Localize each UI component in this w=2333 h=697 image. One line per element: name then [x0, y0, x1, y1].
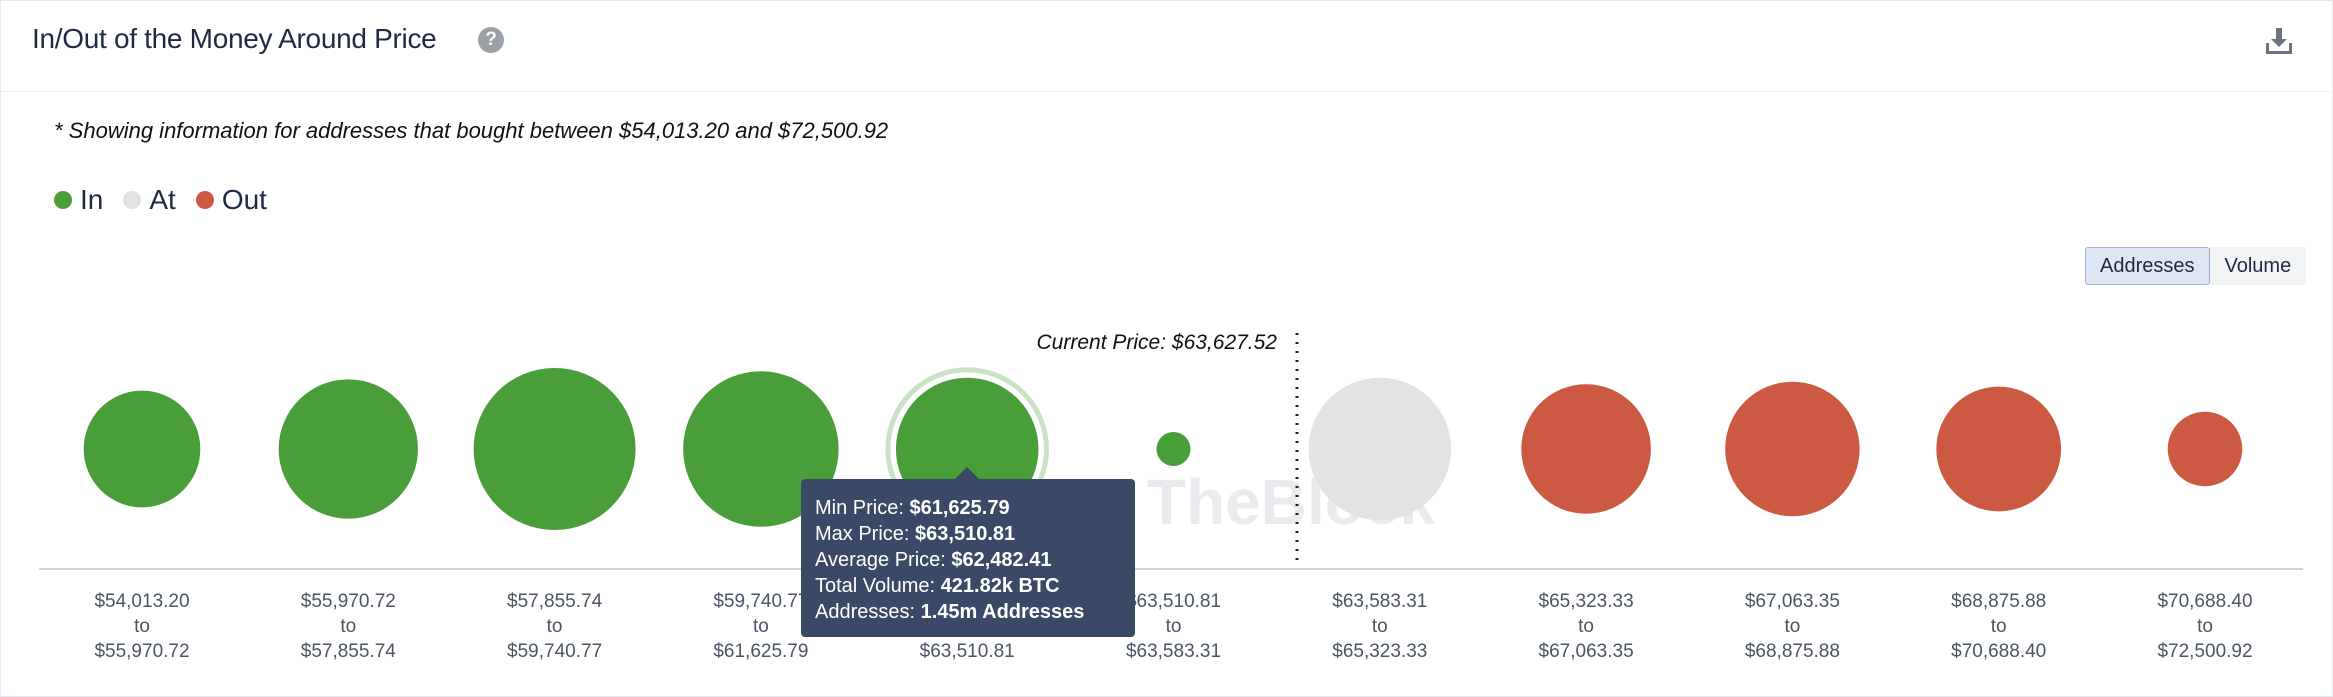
x-tick-label: $59,740.77: [507, 641, 602, 662]
bubble-chart: TheBlock Current Price: $63,627.52 $54,0…: [39, 331, 2303, 662]
volume-toggle-button[interactable]: Volume: [2209, 247, 2307, 285]
legend-dot-out: [195, 191, 214, 209]
x-tick-label: $67,063.35: [1539, 641, 1634, 662]
x-tick-label: $63,583.31: [1126, 641, 1221, 662]
metric-toggle: Addresses Volume: [2085, 247, 2307, 285]
legend-label-at: At: [149, 184, 176, 215]
x-tick-label: $57,855.74: [301, 641, 397, 662]
help-icon[interactable]: ?: [478, 27, 504, 53]
range-note: * Showing information for addresses that…: [54, 118, 889, 143]
x-tick-label: to: [1991, 616, 2007, 637]
bubble-in[interactable]: [83, 390, 201, 508]
addresses-toggle-button[interactable]: Addresses: [2085, 247, 2210, 285]
x-tick-label: $55,970.72: [94, 641, 189, 662]
bubble-at[interactable]: [1308, 377, 1452, 521]
x-tick-label: to: [753, 616, 769, 637]
current-price-label: Current Price: $63,627.52: [1037, 331, 1278, 354]
x-tick-label: to: [2197, 616, 2213, 637]
legend-item-at[interactable]: At: [123, 184, 176, 216]
bubble-out[interactable]: [2167, 411, 2243, 487]
bubble-out[interactable]: [1521, 384, 1651, 514]
page-title: In/Out of the Money Around Price: [32, 23, 437, 54]
x-tick-label: $63,583.31: [1332, 591, 1427, 612]
x-tick-label: $65,323.33: [1539, 591, 1634, 612]
card-header: In/Out of the Money Around Price ?: [1, 1, 2332, 92]
x-tick-label: $68,875.88: [1951, 591, 2046, 612]
x-tick-label: to: [547, 616, 563, 637]
bubble-out[interactable]: [1936, 386, 2062, 512]
x-tick-label: $54,013.20: [94, 591, 189, 612]
bubble-out[interactable]: [1725, 381, 1860, 517]
tooltip-row: Total Volume: 421.82k BTC: [815, 575, 1060, 597]
bubble-in[interactable]: [683, 371, 839, 527]
legend-dot-at: [123, 191, 142, 209]
tooltip-row: Average Price: $62,482.41: [815, 549, 1052, 571]
x-tick-label: to: [1166, 616, 1182, 637]
x-axis-labels: $54,013.20 to $55,970.72 $55,970.72 to $57,85…: [94, 591, 2252, 662]
legend-item-out[interactable]: Out: [195, 184, 267, 216]
tooltip-row: Addresses: 1.45m Addresses: [815, 601, 1085, 623]
x-tick-label: $70,688.40: [1951, 641, 2046, 662]
x-tick-label: to: [1578, 616, 1594, 637]
x-tick-label: $61,625.79: [713, 641, 808, 662]
x-tick-label: $68,875.88: [1745, 641, 1840, 662]
bucket-tooltip: Min Price: $61,625.79 Max Price: $63,510…: [801, 467, 1135, 637]
legend-dot-in: [54, 191, 72, 209]
x-tick-label: $72,500.92: [2157, 641, 2252, 662]
x-tick-label: $67,063.35: [1745, 591, 1840, 612]
x-tick-label: to: [340, 616, 356, 637]
tooltip-row: Min Price: $61,625.79: [815, 497, 1010, 519]
bubble-in[interactable]: [1156, 431, 1191, 467]
x-tick-label: $57,855.74: [507, 591, 603, 612]
x-tick-label: $59,740.77: [713, 591, 808, 612]
tooltip-row: Max Price: $63,510.81: [815, 523, 1016, 545]
x-tick-label: to: [134, 616, 150, 637]
legend-label-out: Out: [221, 184, 267, 215]
x-tick-label: to: [1372, 616, 1388, 637]
bubble-in[interactable]: [278, 379, 418, 519]
x-tick-label: to: [1784, 616, 1800, 637]
legend: In At Out: [54, 183, 287, 217]
download-icon[interactable]: [2263, 25, 2295, 57]
legend-label-in: In: [80, 184, 104, 215]
x-tick-label: $70,688.40: [2157, 591, 2252, 612]
bubble-in[interactable]: [473, 368, 636, 530]
x-tick-label: $65,323.33: [1332, 641, 1427, 662]
x-tick-label: $63,510.81: [1126, 591, 1221, 612]
x-tick-label: $55,970.72: [301, 591, 396, 612]
legend-item-in[interactable]: In: [54, 184, 103, 216]
x-tick-label: $63,510.81: [920, 641, 1015, 662]
